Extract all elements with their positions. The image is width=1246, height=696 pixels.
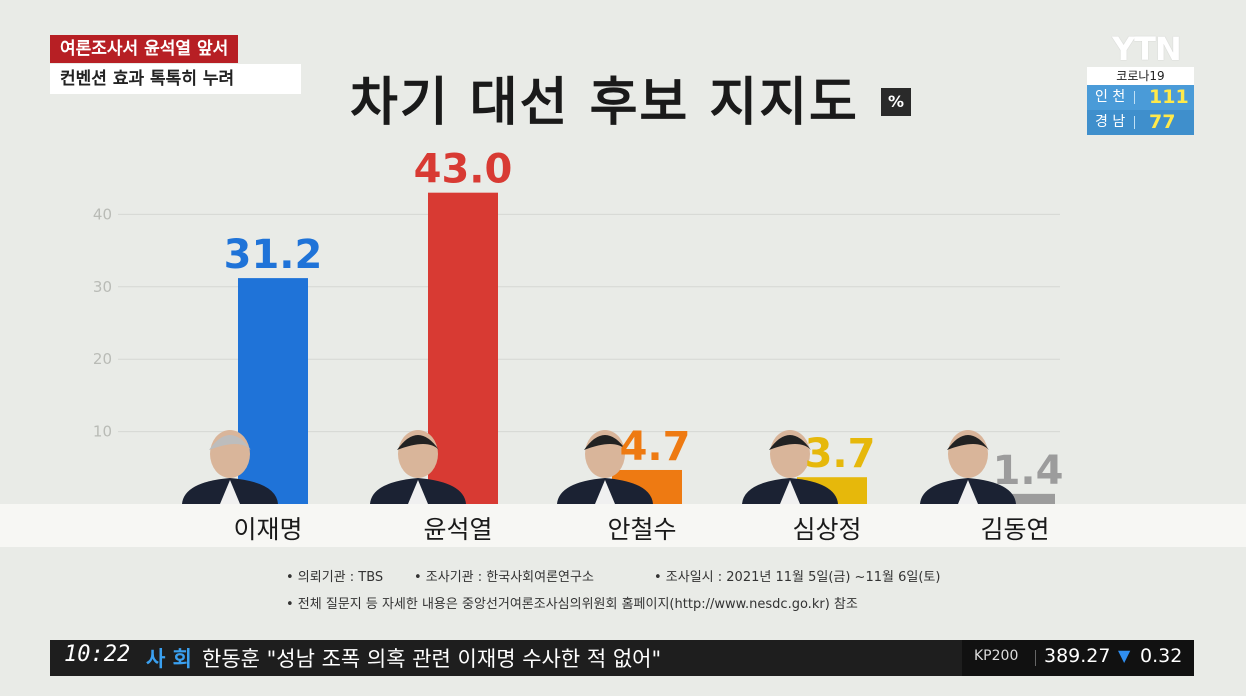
bar xyxy=(985,493,1055,504)
corona-region: 인 천 xyxy=(1095,89,1126,105)
category-label: 심상정 xyxy=(792,515,861,544)
footnote-agency: • 조사기관 : 한국사회여론연구소 xyxy=(414,570,594,585)
candidate-photo xyxy=(920,430,1016,504)
label-layer: 31.2 이재명 43.0 윤석열 4.7 안철수 3.7 심상정 1.4 김동연 xyxy=(224,147,1064,544)
candidate-photo xyxy=(182,430,278,504)
headline-top: 여론조사서 윤석열 앞서 xyxy=(50,35,239,63)
corona-title: 코로나19 xyxy=(1087,67,1194,85)
news-ticker: 10:22 사 회 한동훈 "성남 조폭 의혹 관련 이재명 수사한 적 없어"… xyxy=(50,640,1194,676)
value-label: 4.7 xyxy=(620,424,691,470)
category-label: 이재명 xyxy=(233,515,302,544)
value-label: 3.7 xyxy=(805,431,876,477)
category-label: 안철수 xyxy=(607,515,676,544)
stock-change: 0.32 xyxy=(1140,645,1183,667)
value-label: 43.0 xyxy=(414,147,513,193)
ticker-headline: 한동훈 "성남 조폭 의혹 관련 이재명 수사한 적 없어" xyxy=(202,647,662,671)
stock-index-name: KP200 xyxy=(974,648,1019,664)
corona-count: 111 xyxy=(1149,86,1189,108)
value-label: 1.4 xyxy=(993,448,1064,494)
candidate-photo xyxy=(742,430,838,504)
headline-sub: 컨벤션 효과 톡톡히 누려 xyxy=(50,64,301,94)
corona-separator xyxy=(1134,91,1135,104)
corona-row-gyeongnam: 경 남 77 xyxy=(1087,110,1194,135)
ytn-logo: YTN xyxy=(1112,30,1182,68)
y-tick-label: 40 xyxy=(93,205,112,223)
bar xyxy=(238,278,308,504)
bar xyxy=(428,192,498,504)
down-arrow-icon: ▼ xyxy=(1118,646,1131,665)
ticker-time: 10:22 xyxy=(64,642,131,667)
stock-box: KP200 389.27 ▼ 0.32 xyxy=(962,640,1194,676)
footnote-reference: • 전체 질문지 등 자세한 내용은 중앙선거여론조사심의위원회 홈페이지(ht… xyxy=(286,597,858,612)
stock-separator xyxy=(1035,650,1036,666)
y-tick-label: 20 xyxy=(93,350,112,368)
corona-separator xyxy=(1134,116,1135,129)
corona-box: 코로나19 인 천 111 경 남 77 xyxy=(1087,67,1194,135)
stock-index-value: 389.27 xyxy=(1044,645,1111,667)
footnote-date: • 조사일시 : 2021년 11월 5일(금) ~11월 6일(토) xyxy=(654,570,941,585)
value-label: 31.2 xyxy=(224,232,323,278)
bar-chart: 10 20 30 40 31.2 이재명 43.0 윤석열 4.7 안철수 3.7 심상정 1.4 김동… xyxy=(93,147,1064,544)
ticker-category: 사 회 xyxy=(146,647,192,671)
candidate-photo xyxy=(557,430,653,504)
corona-count: 77 xyxy=(1149,111,1176,133)
corona-region: 경 남 xyxy=(1095,114,1126,130)
unit-badge: % xyxy=(881,88,911,116)
y-tick-label: 10 xyxy=(93,423,112,441)
y-tick-label: 30 xyxy=(93,278,112,296)
chart-title: 차기 대선 후보 지지도 xyxy=(350,73,859,133)
bar-layer xyxy=(182,192,1055,504)
footnote-requester: • 의뢰기관 : TBS xyxy=(286,570,384,585)
candidate-photo xyxy=(370,430,466,504)
category-label: 윤석열 xyxy=(423,515,492,544)
name-band xyxy=(0,504,1246,547)
category-label: 김동연 xyxy=(980,515,1049,544)
corona-row-incheon: 인 천 111 xyxy=(1087,85,1194,110)
